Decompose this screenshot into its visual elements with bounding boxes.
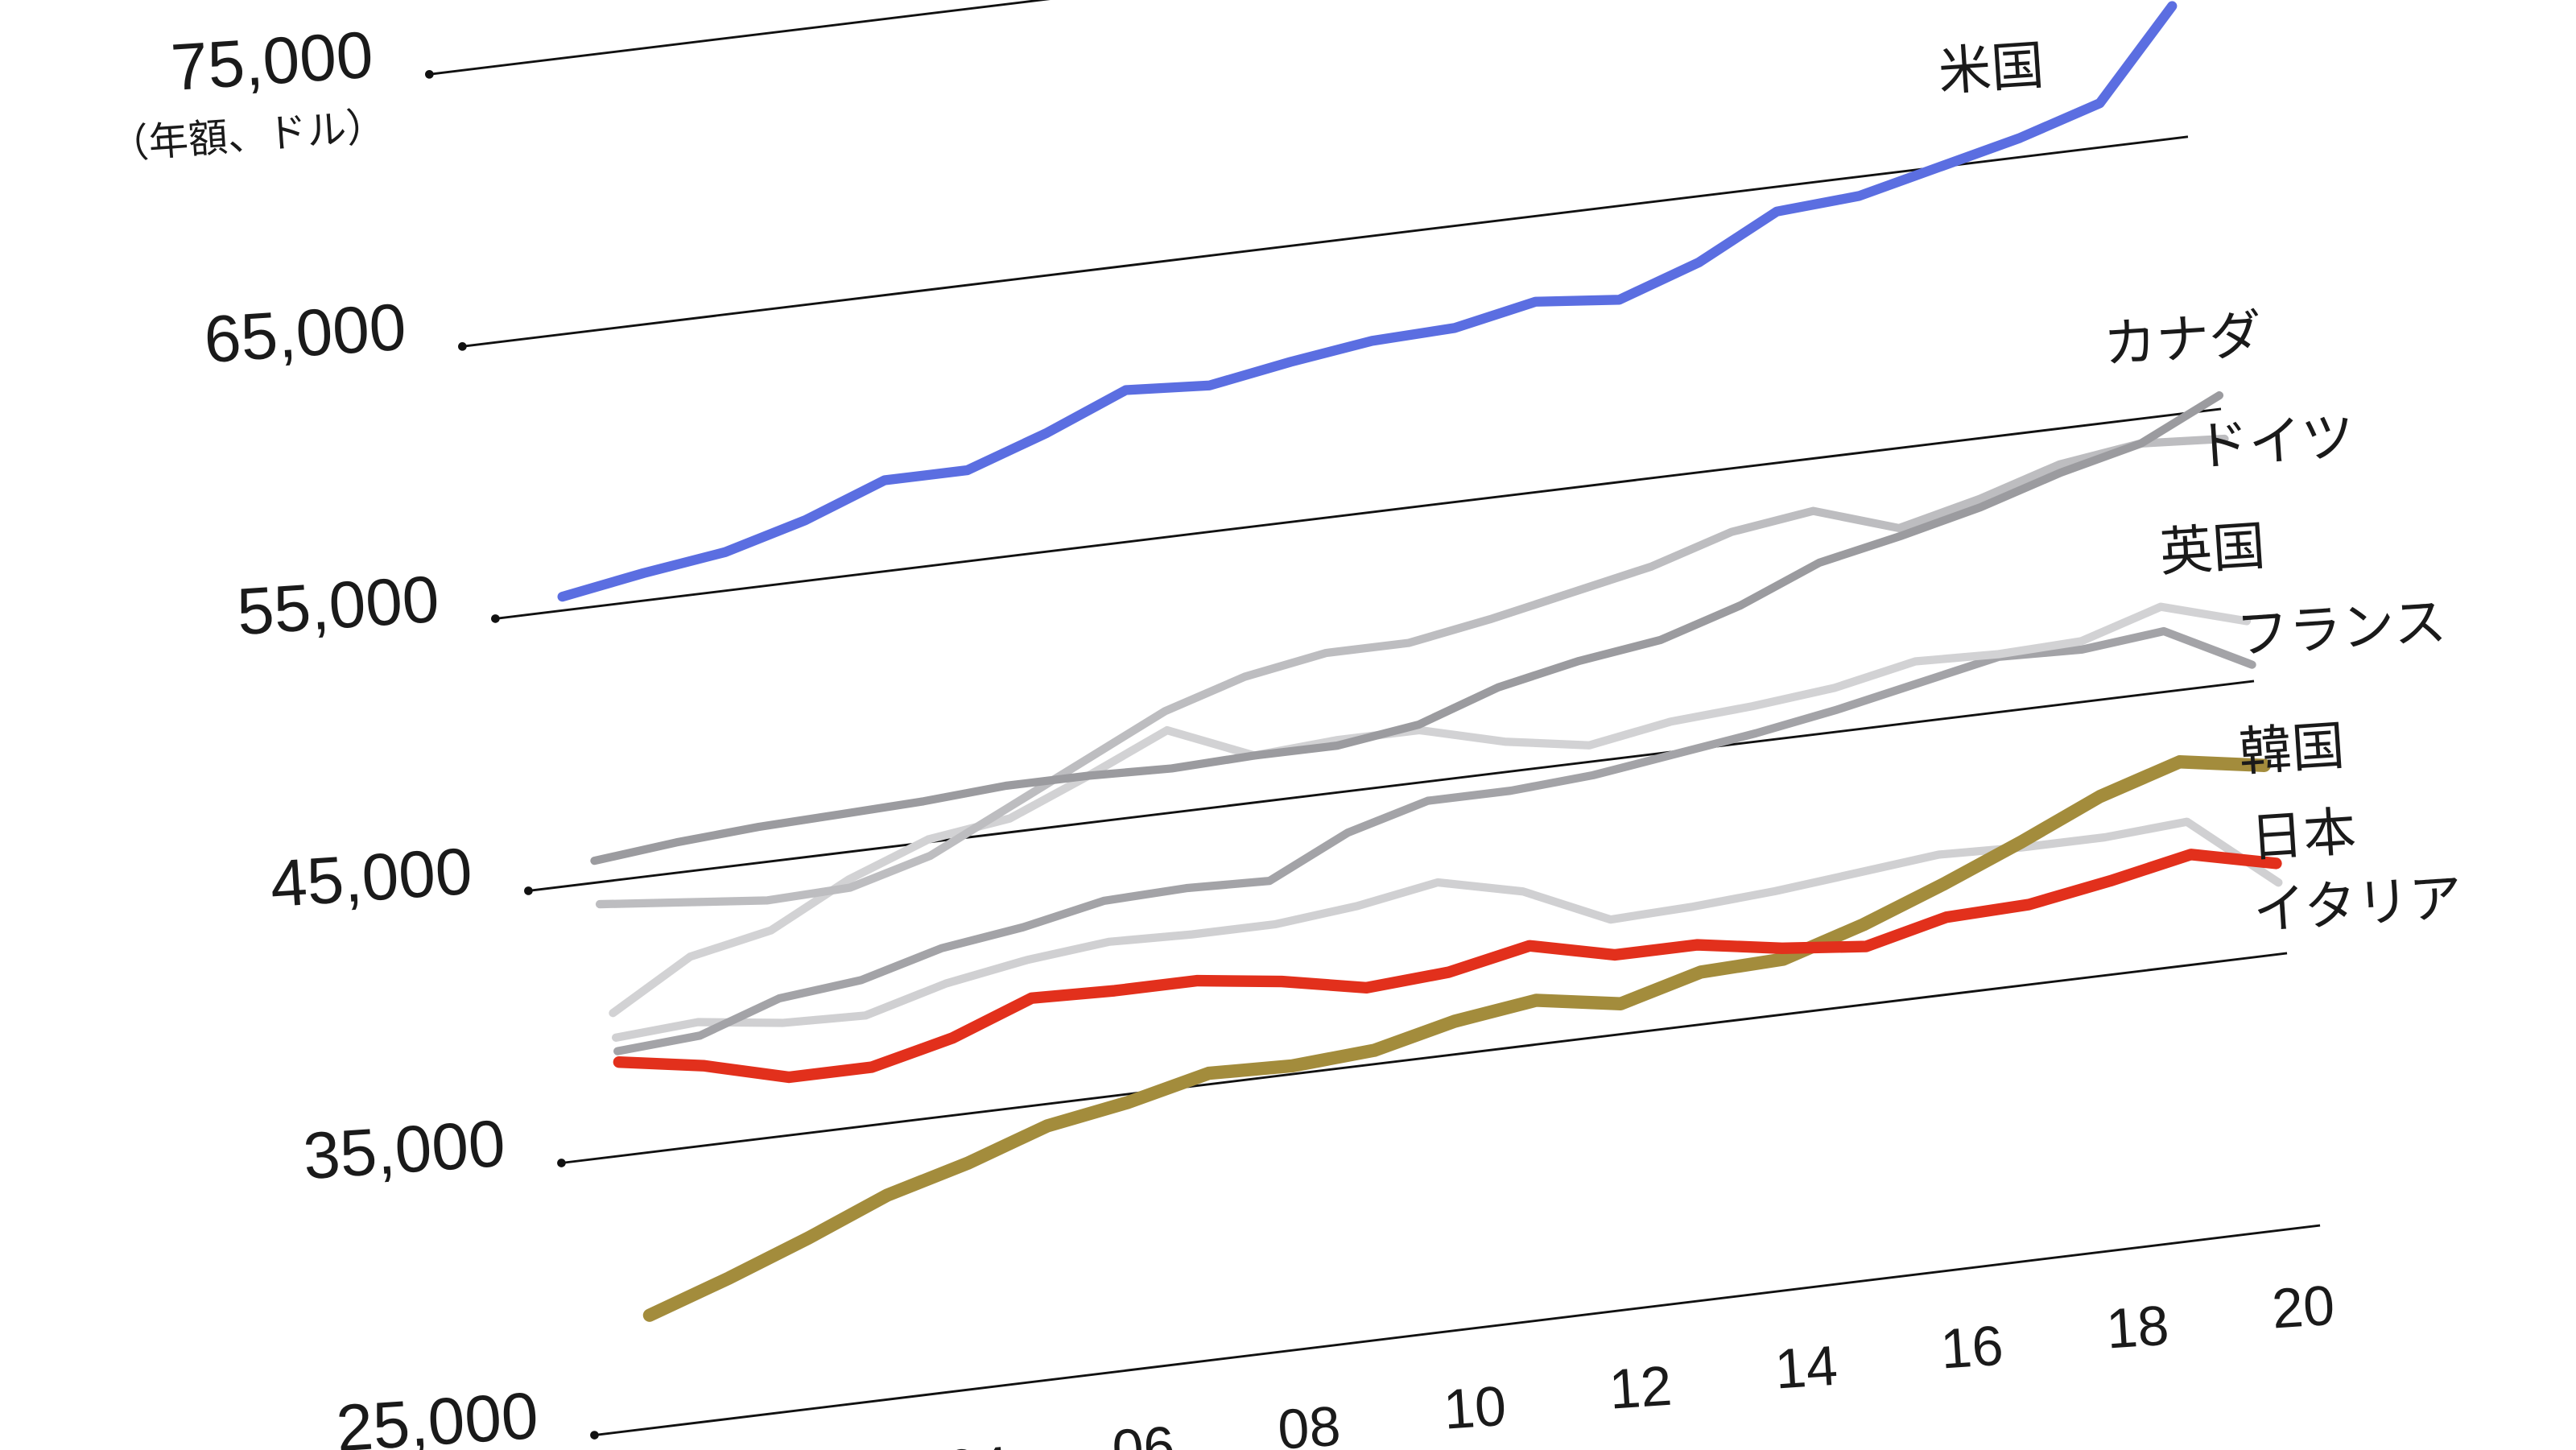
y-tick-label: 45,000 bbox=[268, 835, 474, 921]
x-tick-label: 04 bbox=[944, 1435, 1011, 1450]
series-label: フランス bbox=[2235, 592, 2448, 664]
series-label: カナダ bbox=[2102, 305, 2264, 374]
x-tick-label: 12 bbox=[1608, 1354, 1674, 1421]
grid-dot bbox=[557, 1159, 566, 1167]
grid-dot bbox=[425, 69, 434, 79]
x-tick-label: 18 bbox=[2104, 1294, 2171, 1361]
series-line bbox=[609, 602, 2252, 1018]
series-label: 日本 bbox=[2248, 802, 2358, 868]
series-label: ドイツ bbox=[2194, 407, 2356, 477]
series-line bbox=[590, 390, 2224, 865]
grid-line bbox=[528, 680, 2255, 892]
series-line bbox=[595, 434, 2229, 909]
x-tick-label: 06 bbox=[1110, 1415, 1177, 1450]
grid-dot bbox=[524, 886, 533, 895]
x-tick-label: 20 bbox=[2270, 1274, 2337, 1341]
x-tick-label: 10 bbox=[1442, 1374, 1509, 1441]
grid-line bbox=[594, 1224, 2321, 1436]
series-line bbox=[557, 1, 2178, 602]
grid-line bbox=[561, 952, 2288, 1164]
series-line bbox=[613, 849, 2282, 1084]
y-tick-label: 55,000 bbox=[235, 563, 441, 649]
x-tick-label: 08 bbox=[1276, 1394, 1343, 1450]
grid-dot bbox=[491, 614, 500, 623]
y-tick-label: 25,000 bbox=[334, 1379, 540, 1450]
y-tick-label: 35,000 bbox=[301, 1107, 507, 1193]
y-tick-label: 75,000 bbox=[169, 19, 375, 105]
grid-dot bbox=[458, 342, 467, 351]
grid-line bbox=[495, 407, 2222, 620]
series-line bbox=[613, 626, 2256, 1055]
series-label: 英国 bbox=[2157, 516, 2267, 582]
series-label: 韓国 bbox=[2237, 716, 2347, 782]
grid-line bbox=[429, 0, 1051, 76]
series-label: イタリア bbox=[2252, 868, 2464, 940]
x-tick-label: 14 bbox=[1773, 1334, 1839, 1401]
grid-dot bbox=[590, 1431, 599, 1440]
y-tick-label: 65,000 bbox=[202, 291, 408, 377]
grid-line bbox=[462, 135, 2189, 348]
x-tick-label: 16 bbox=[1938, 1314, 2005, 1381]
series-label: 米国 bbox=[1937, 35, 2046, 101]
series-line bbox=[642, 755, 2271, 1322]
